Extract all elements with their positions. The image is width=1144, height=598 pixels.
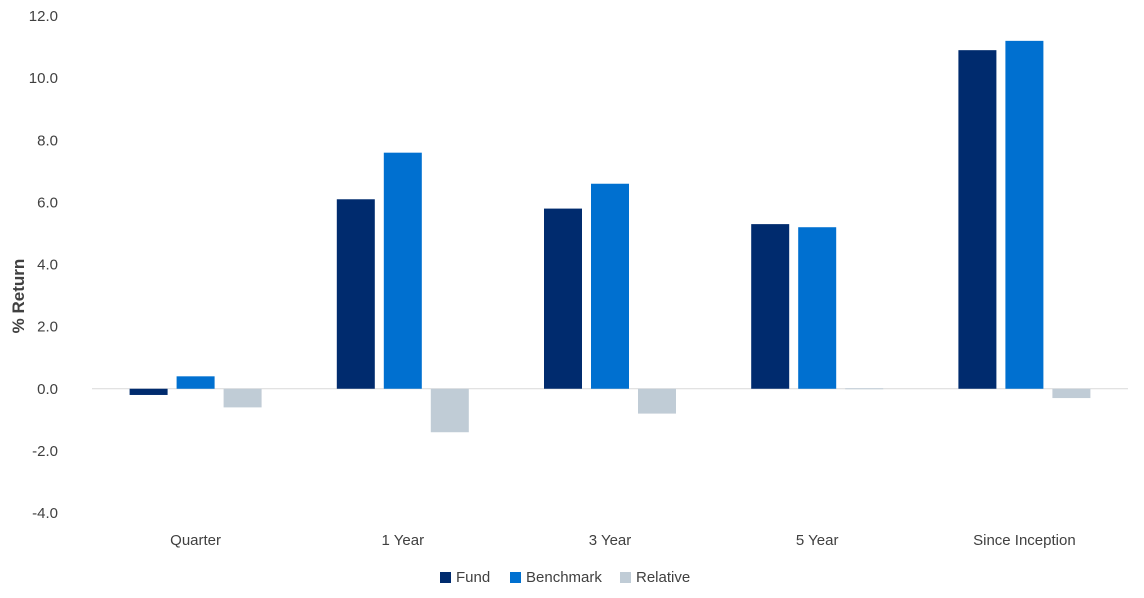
bar-relative-4: [845, 388, 884, 390]
y-axis-ticks: 12.0 10.0 8.0 6.0 4.0 2.0 0.0 -2.0 -4.0: [29, 8, 58, 522]
bar-fund-3: [544, 208, 582, 389]
category-label: 5 Year: [796, 532, 839, 549]
bar-relative-1: [223, 388, 262, 408]
category-axis-labels: Quarter 1 Year 3 Year 5 Year Since Inception: [170, 532, 1076, 549]
category-label: 1 Year: [382, 532, 425, 549]
y-tick-label: 0.0: [37, 381, 58, 398]
category-label: 3 Year: [589, 532, 632, 549]
category-label: Quarter: [170, 532, 221, 549]
bar-series-group: [129, 40, 1091, 433]
bar-benchmark-1: [176, 376, 215, 389]
y-tick-label: 10.0: [29, 70, 58, 87]
legend-label-fund: Fund: [456, 569, 490, 586]
y-tick-label: 2.0: [37, 319, 58, 336]
category-label: Since Inception: [973, 532, 1076, 549]
legend-label-benchmark: Benchmark: [526, 569, 602, 586]
bar-relative-2: [430, 388, 469, 433]
bar-benchmark-3: [591, 183, 629, 389]
legend-label-relative: Relative: [636, 569, 690, 586]
y-tick-label: 6.0: [37, 194, 58, 211]
legend-swatch-relative: [620, 572, 631, 583]
legend-swatch-fund: [440, 572, 451, 583]
bar-benchmark-2: [383, 152, 422, 389]
bar-relative-3: [638, 388, 676, 414]
bar-fund-4: [751, 224, 790, 389]
y-tick-label: 12.0: [29, 8, 58, 25]
bar-benchmark-5: [1005, 40, 1044, 389]
y-tick-label: 8.0: [37, 132, 58, 149]
chart-legend: Fund Benchmark Relative: [440, 569, 690, 586]
y-tick-label: -2.0: [32, 443, 58, 460]
y-tick-label: -4.0: [32, 505, 58, 522]
bar-relative-5: [1052, 388, 1091, 399]
bar-fund-5: [958, 50, 997, 389]
legend-swatch-benchmark: [510, 572, 521, 583]
bar-benchmark-4: [798, 227, 837, 389]
y-tick-label: 4.0: [37, 257, 58, 274]
bar-fund-1: [129, 388, 168, 395]
y-axis-title: % Return: [9, 259, 28, 334]
bar-fund-2: [336, 199, 375, 389]
